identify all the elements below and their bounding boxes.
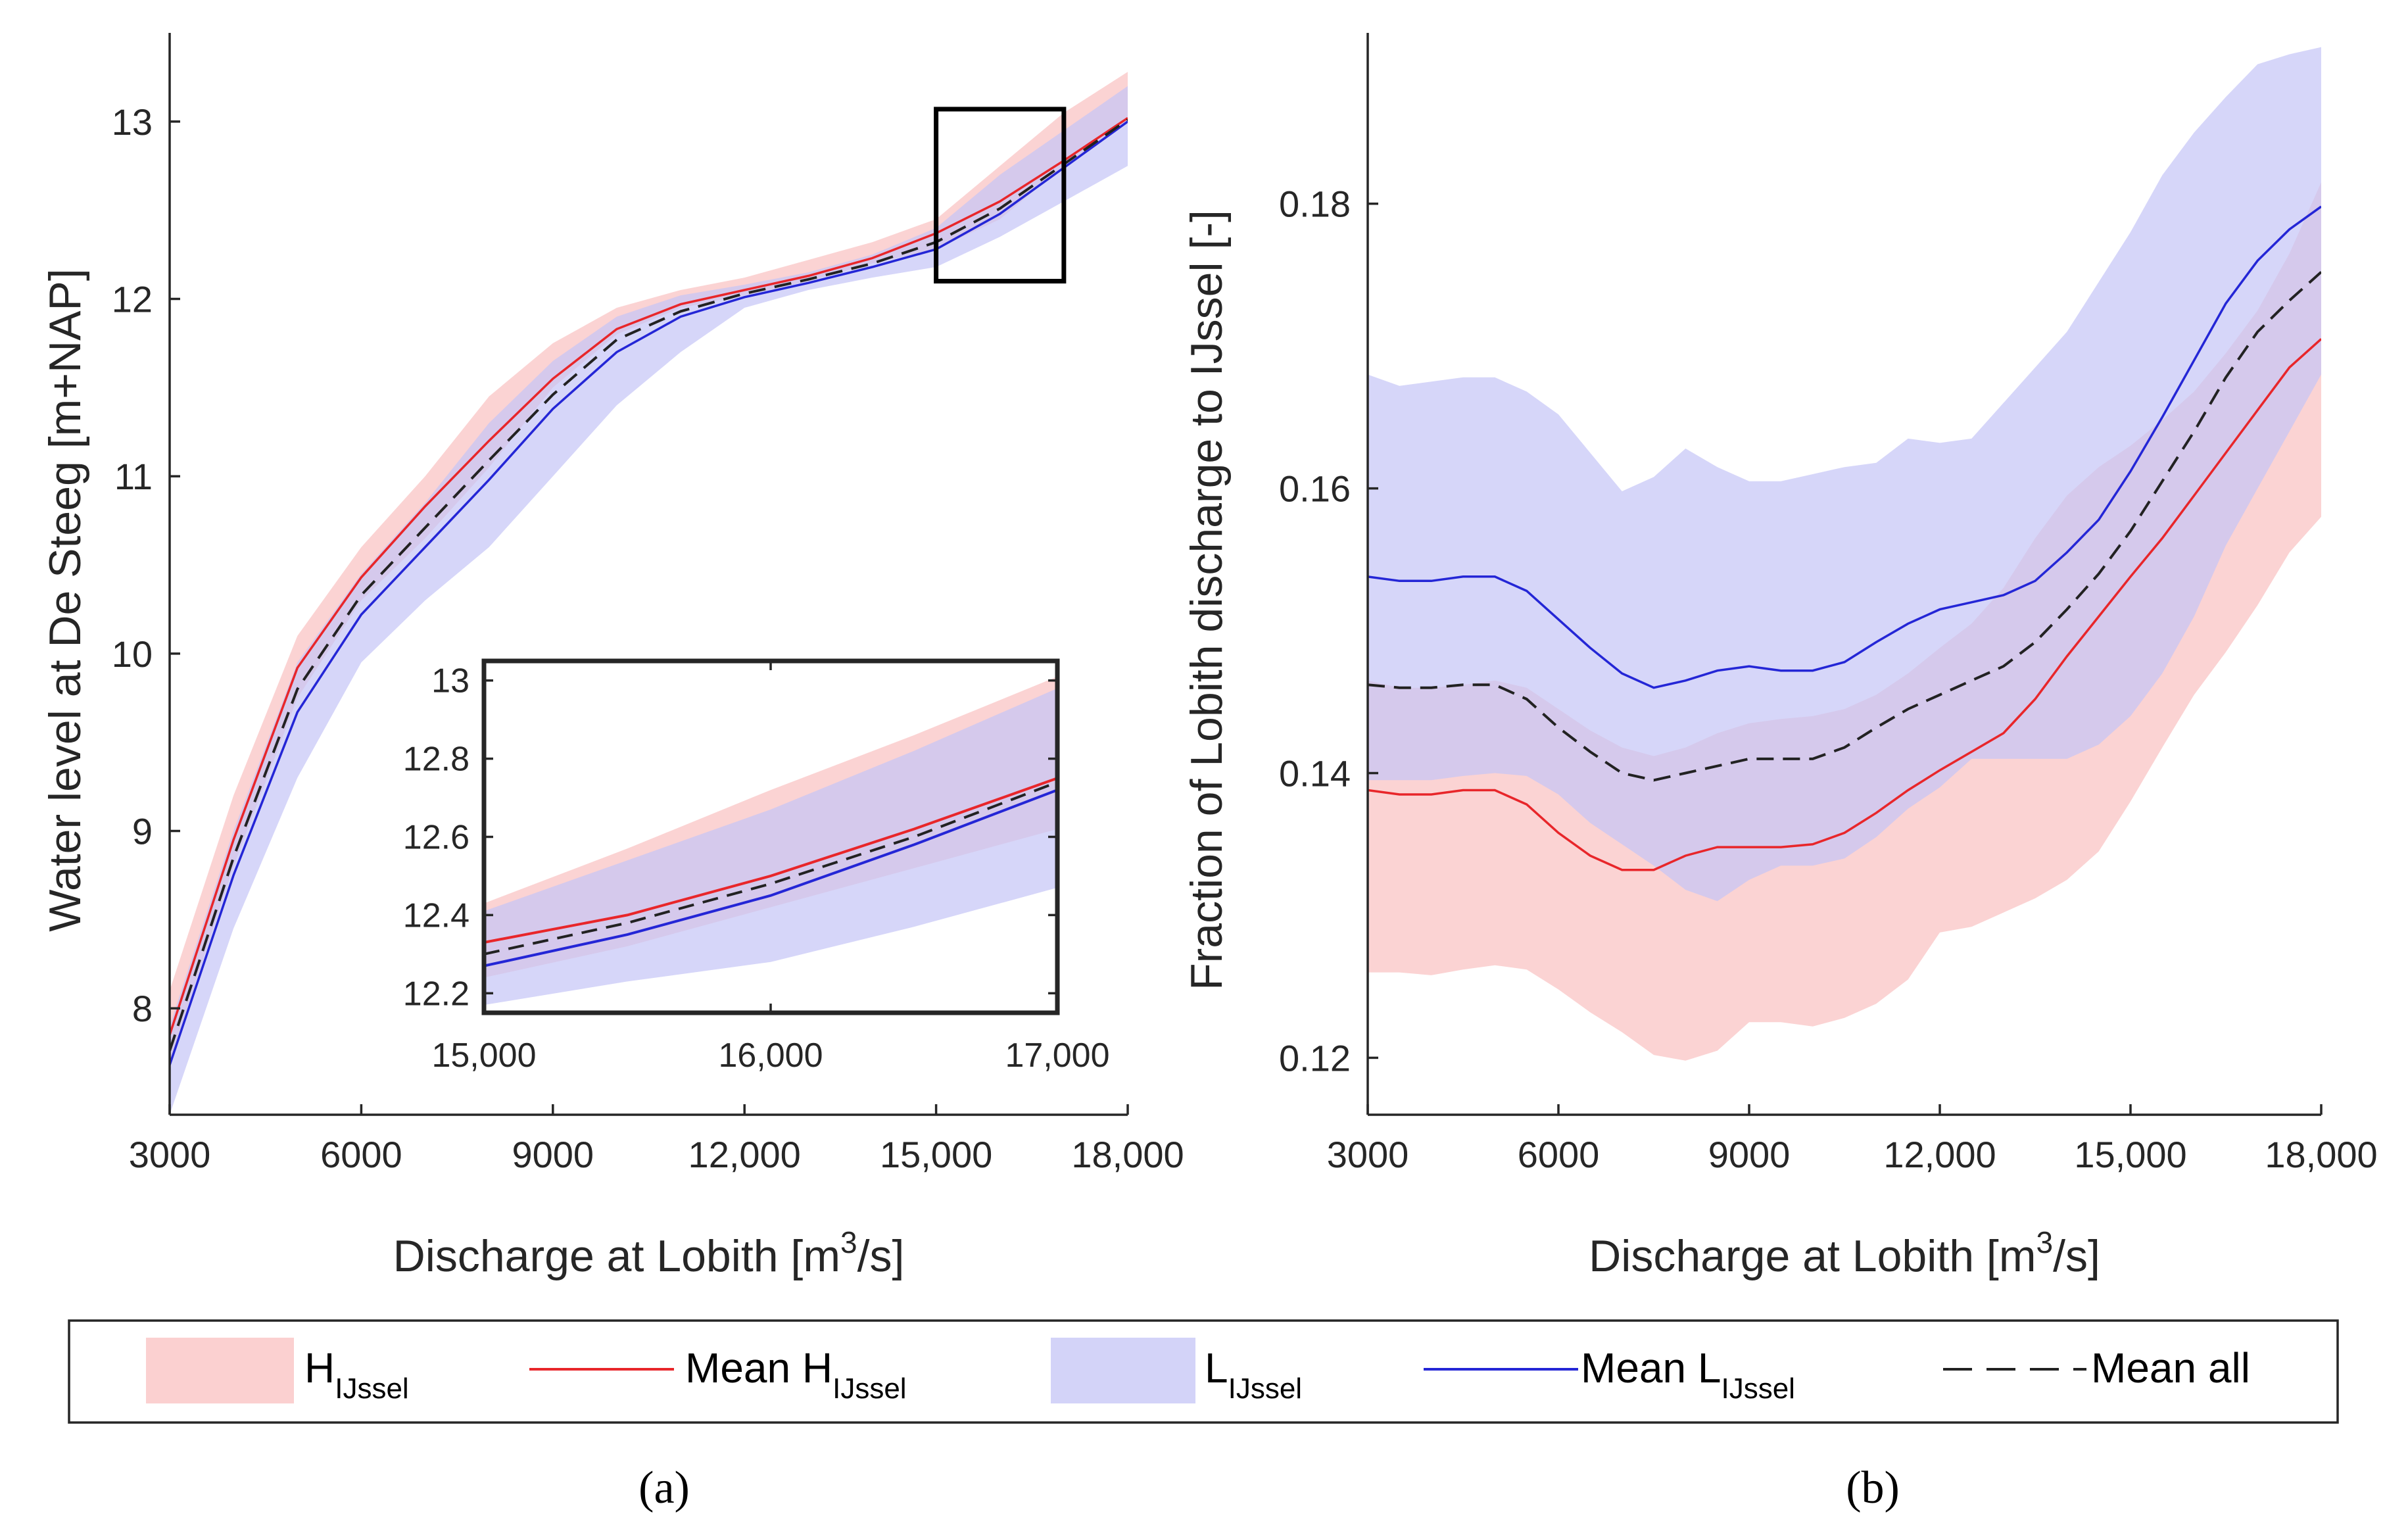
series-mean-l-ijssel — [1368, 205, 2321, 689]
inset-y-tick-label: 12.4 — [403, 896, 470, 935]
legend-label: Mean all — [2091, 1344, 2250, 1392]
y-tick-label: 10 — [112, 633, 153, 675]
series-mean-all — [1368, 271, 2321, 782]
legend-item: Mean HIJssel — [529, 1344, 907, 1405]
y-axis-label: Fraction of Lobith discharge to IJssel [… — [1182, 210, 1232, 990]
zoom-box — [934, 107, 1067, 284]
inset-x-tick-label: 17,000 — [1005, 1036, 1109, 1075]
x-tick-label: 12,000 — [688, 1134, 801, 1175]
y-tick-label: 11 — [114, 456, 153, 497]
series-mean-l-ijssel — [170, 120, 1128, 1066]
panel-a-label: (a) — [638, 1463, 690, 1513]
legend-label: LIJssel — [1205, 1344, 1302, 1405]
inset-plot-area — [484, 676, 1057, 1006]
x-tick-label: 12,000 — [1883, 1134, 1996, 1175]
legend-label: HIJssel — [304, 1344, 409, 1405]
x-tick-label: 9000 — [1708, 1134, 1791, 1175]
legend-label: Mean LIJssel — [1581, 1344, 1795, 1405]
inset-y-tick-label: 12.8 — [403, 741, 470, 779]
y-axis-label: Water level at De Steeg [m+NAP] — [40, 268, 90, 931]
inset-series-mean-l — [484, 789, 1057, 967]
x-axis-label: Discharge at Lobith [m3/s] — [1589, 1225, 2100, 1281]
legend-item: LIJssel — [1051, 1338, 1302, 1405]
legend-label: Mean HIJssel — [685, 1344, 907, 1405]
inset-x-tick-label: 15,000 — [431, 1036, 536, 1075]
y-tick-label: 8 — [132, 988, 153, 1029]
inset-chart: 15,000 16,000 17,000 12.2 12.4 12.6 12.8 13 — [403, 658, 1110, 1075]
plot-area — [1368, 47, 2321, 1061]
x-tick-label: 3000 — [129, 1134, 211, 1175]
x-tick-label: 6000 — [1518, 1134, 1600, 1175]
inset-y-tick-label: 12.6 — [403, 819, 470, 857]
legend: HIJssel Mean HIJssel LIJssel Mean LIJssel Me… — [68, 1319, 2339, 1424]
x-tick-label: 15,000 — [2074, 1134, 2186, 1175]
panel-b-label: (b) — [1846, 1463, 1900, 1513]
inset-series-mean-h — [484, 777, 1057, 944]
x-tick-label: 9000 — [512, 1134, 594, 1175]
panel-b-chart: 3000 6000 9000 12,000 15,000 18,000 0.12 0.14 0.… — [1182, 33, 2378, 1281]
plot-area — [170, 72, 1128, 1115]
legend-item: Mean LIJssel — [1424, 1344, 1795, 1405]
legend-item: Mean all — [1943, 1344, 2250, 1392]
band-l-ijssel-band — [170, 85, 1128, 1115]
y-tick-label: 0.14 — [1279, 753, 1351, 794]
inset-y-tick-label: 12.2 — [403, 975, 470, 1013]
band-l-ijssel-band — [1368, 47, 2321, 902]
inset-band-l — [484, 688, 1057, 1006]
legend-swatch — [1051, 1338, 1195, 1403]
legend-item: HIJssel — [146, 1338, 409, 1405]
y-tick-label: 12 — [112, 279, 153, 320]
series-mean-h-ijssel — [170, 116, 1128, 1036]
y-tick-label: 0.12 — [1279, 1037, 1351, 1079]
x-tick-label: 15,000 — [880, 1134, 992, 1175]
x-tick-label: 3000 — [1327, 1134, 1409, 1175]
legend-box — [68, 1319, 2339, 1424]
inset-x-tick-label: 16,000 — [718, 1036, 823, 1075]
x-tick-label: 18,000 — [2265, 1134, 2377, 1175]
band-h-ijssel-band — [1368, 182, 2321, 1061]
y-tick-label: 9 — [132, 811, 153, 852]
x-tick-label: 18,000 — [1071, 1134, 1184, 1175]
y-tick-label: 0.16 — [1279, 468, 1351, 510]
legend-swatch — [146, 1338, 294, 1403]
y-tick-label: 0.18 — [1279, 183, 1351, 225]
series-mean-h-ijssel — [1368, 338, 2321, 871]
y-tick-label: 13 — [112, 101, 153, 143]
x-tick-label: 6000 — [320, 1134, 402, 1175]
inset-y-tick-label: 13 — [431, 662, 470, 700]
x-axis-label: Discharge at Lobith [m3/s] — [393, 1225, 905, 1281]
panel-a-chart: 3000 6000 9000 12,000 15,000 18,000 8 9 10 11 12 13… — [40, 33, 1184, 1281]
